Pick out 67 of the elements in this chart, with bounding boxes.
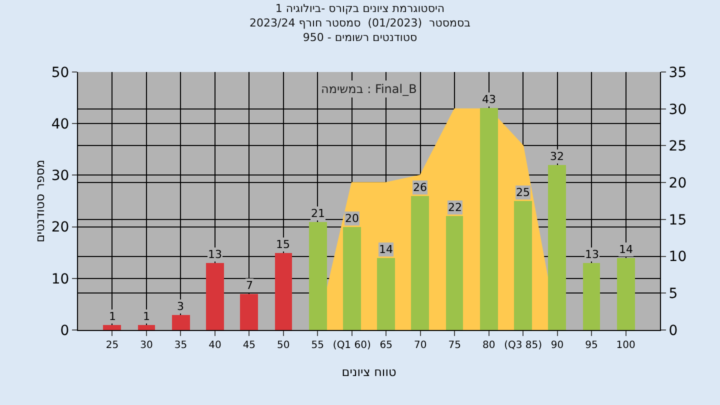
bar xyxy=(103,325,121,330)
annotation: במשימה : Final_B xyxy=(321,82,417,96)
bar xyxy=(309,222,327,330)
chart-title: היסטוגרמת ציונים בקורס -ביולוגיה 1 xyxy=(275,2,445,16)
bar xyxy=(275,253,292,330)
bar xyxy=(480,108,498,330)
x-tick-label: 25 xyxy=(106,340,119,351)
y2-tick-label: 30 xyxy=(668,102,687,118)
bar xyxy=(240,294,258,330)
data-label: 22 xyxy=(448,201,462,214)
x-tick-label: 40 xyxy=(208,340,222,351)
y-tick-label: 20 xyxy=(51,220,70,236)
y-tick-label: 0 xyxy=(60,322,70,339)
data-label: 13 xyxy=(585,248,599,261)
x-tick-label: 95 xyxy=(585,340,598,351)
data-label: 7 xyxy=(246,279,253,292)
bar xyxy=(343,227,361,330)
data-label: 1 xyxy=(143,310,150,323)
data-label: 3 xyxy=(177,300,184,313)
x-tick-label: 65 xyxy=(380,340,392,351)
x-tick-label: (Q3 85) xyxy=(504,340,542,351)
x-tick-label: 45 xyxy=(242,340,256,351)
data-label: 15 xyxy=(276,238,290,251)
data-label: 21 xyxy=(311,207,325,220)
bar xyxy=(583,263,600,330)
y2-tick-label: 25 xyxy=(668,138,687,155)
x-tick-label: 30 xyxy=(140,340,153,351)
y2-tick-label: 10 xyxy=(668,249,687,266)
y2-tick-label: 0 xyxy=(668,322,678,339)
bar xyxy=(411,196,429,330)
y2-tick-label: 35 xyxy=(668,64,687,81)
bar xyxy=(172,315,190,330)
y2-tick-label: 20 xyxy=(668,175,687,192)
bar xyxy=(138,325,155,330)
x-tick-label: 100 xyxy=(616,340,636,351)
y2-tick-label: 15 xyxy=(668,212,687,228)
bar xyxy=(206,263,224,330)
bar xyxy=(377,258,395,330)
data-label: 32 xyxy=(550,150,564,163)
y2-tick-label: 5 xyxy=(668,286,678,302)
y-tick-label: 40 xyxy=(51,116,70,132)
x-tick-label: 55 xyxy=(311,340,324,351)
y-tick-label: 10 xyxy=(51,271,70,288)
chart-subtitle: בסמסטר (01/2023) סמסטר חורף 2023/24 סטודנטים רשומים - 950 xyxy=(250,16,470,44)
x-tick-label: 75 xyxy=(448,340,461,351)
bar xyxy=(617,258,635,330)
data-label: 25 xyxy=(516,186,530,199)
data-label: 43 xyxy=(482,93,496,106)
y-axis-title: מספר סטודנטים xyxy=(33,160,47,242)
data-label: 20 xyxy=(345,212,359,225)
x-tick-label: 50 xyxy=(277,340,290,351)
x-tick-label: (Q1 60) xyxy=(332,340,371,351)
data-label: 14 xyxy=(379,243,393,256)
y-tick-label: 50 xyxy=(51,64,70,81)
bar xyxy=(514,201,532,330)
data-label: 1 xyxy=(109,310,116,323)
data-label: 13 xyxy=(208,248,222,261)
data-label: 14 xyxy=(619,243,633,256)
bar xyxy=(548,165,566,330)
y-tick-label: 30 xyxy=(51,168,70,184)
x-axis-title: טווח ציונים xyxy=(342,365,396,379)
x-tick-label: 70 xyxy=(414,340,427,351)
x-tick-label: 35 xyxy=(174,340,188,351)
x-tick-label: 90 xyxy=(550,340,564,351)
x-tick-label: 80 xyxy=(482,340,496,351)
bar xyxy=(446,216,463,330)
data-label: 26 xyxy=(413,181,427,194)
